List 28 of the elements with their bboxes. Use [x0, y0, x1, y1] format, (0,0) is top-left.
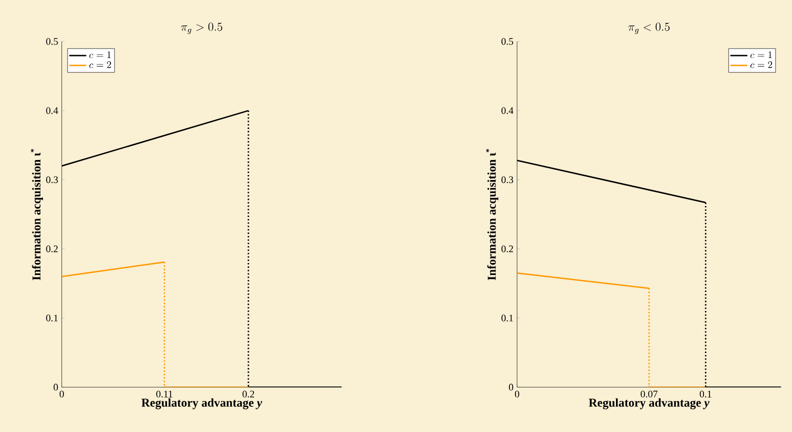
chart-title: $\pi_g < 0.5$ [628, 22, 670, 34]
y-tick-label: 0.2 [501, 246, 514, 252]
x-tick-label: 0 [60, 390, 64, 398]
y-tick-label: 0.4 [501, 107, 514, 114]
legend-label: $c=1$ [750, 51, 772, 58]
x-tick-label: 0.1 [700, 390, 712, 398]
legend-label: $c=1$ [89, 51, 111, 58]
y-tick-label: 0.3 [501, 176, 514, 184]
y-tick-label: 0.5 [46, 38, 58, 45]
y-tick-label: 0.2 [46, 246, 58, 252]
y-tick-label: 0.5 [501, 38, 514, 45]
y-tick-label: 0.3 [46, 176, 58, 184]
y-axis-title: Information acquisition ι$^{*}$ [486, 148, 498, 280]
y-tick-label: 0.1 [501, 314, 513, 322]
x-tick-label: 0.2 [242, 390, 254, 398]
y-tick-label: 0 [508, 384, 514, 391]
x-axis-title: Regulatory advantage y [141, 398, 262, 410]
chart-title: $\pi_g > 0.5$ [180, 22, 222, 34]
x-tick-label: 0.11 [156, 390, 172, 398]
y-axis-title: Information acquisition ι$^{*}$ [30, 148, 43, 280]
x-axis-title: Regulatory advantage y [588, 398, 710, 410]
y-tick-label: 0 [54, 384, 58, 391]
legend-label: $c=2$ [89, 61, 112, 68]
x-tick-label: 0 [514, 390, 520, 398]
x-tick-label: 0.07 [640, 390, 658, 398]
legend-label: $c=2$ [750, 61, 772, 68]
y-tick-label: 0.4 [46, 107, 58, 114]
y-tick-label: 0.1 [46, 314, 58, 322]
